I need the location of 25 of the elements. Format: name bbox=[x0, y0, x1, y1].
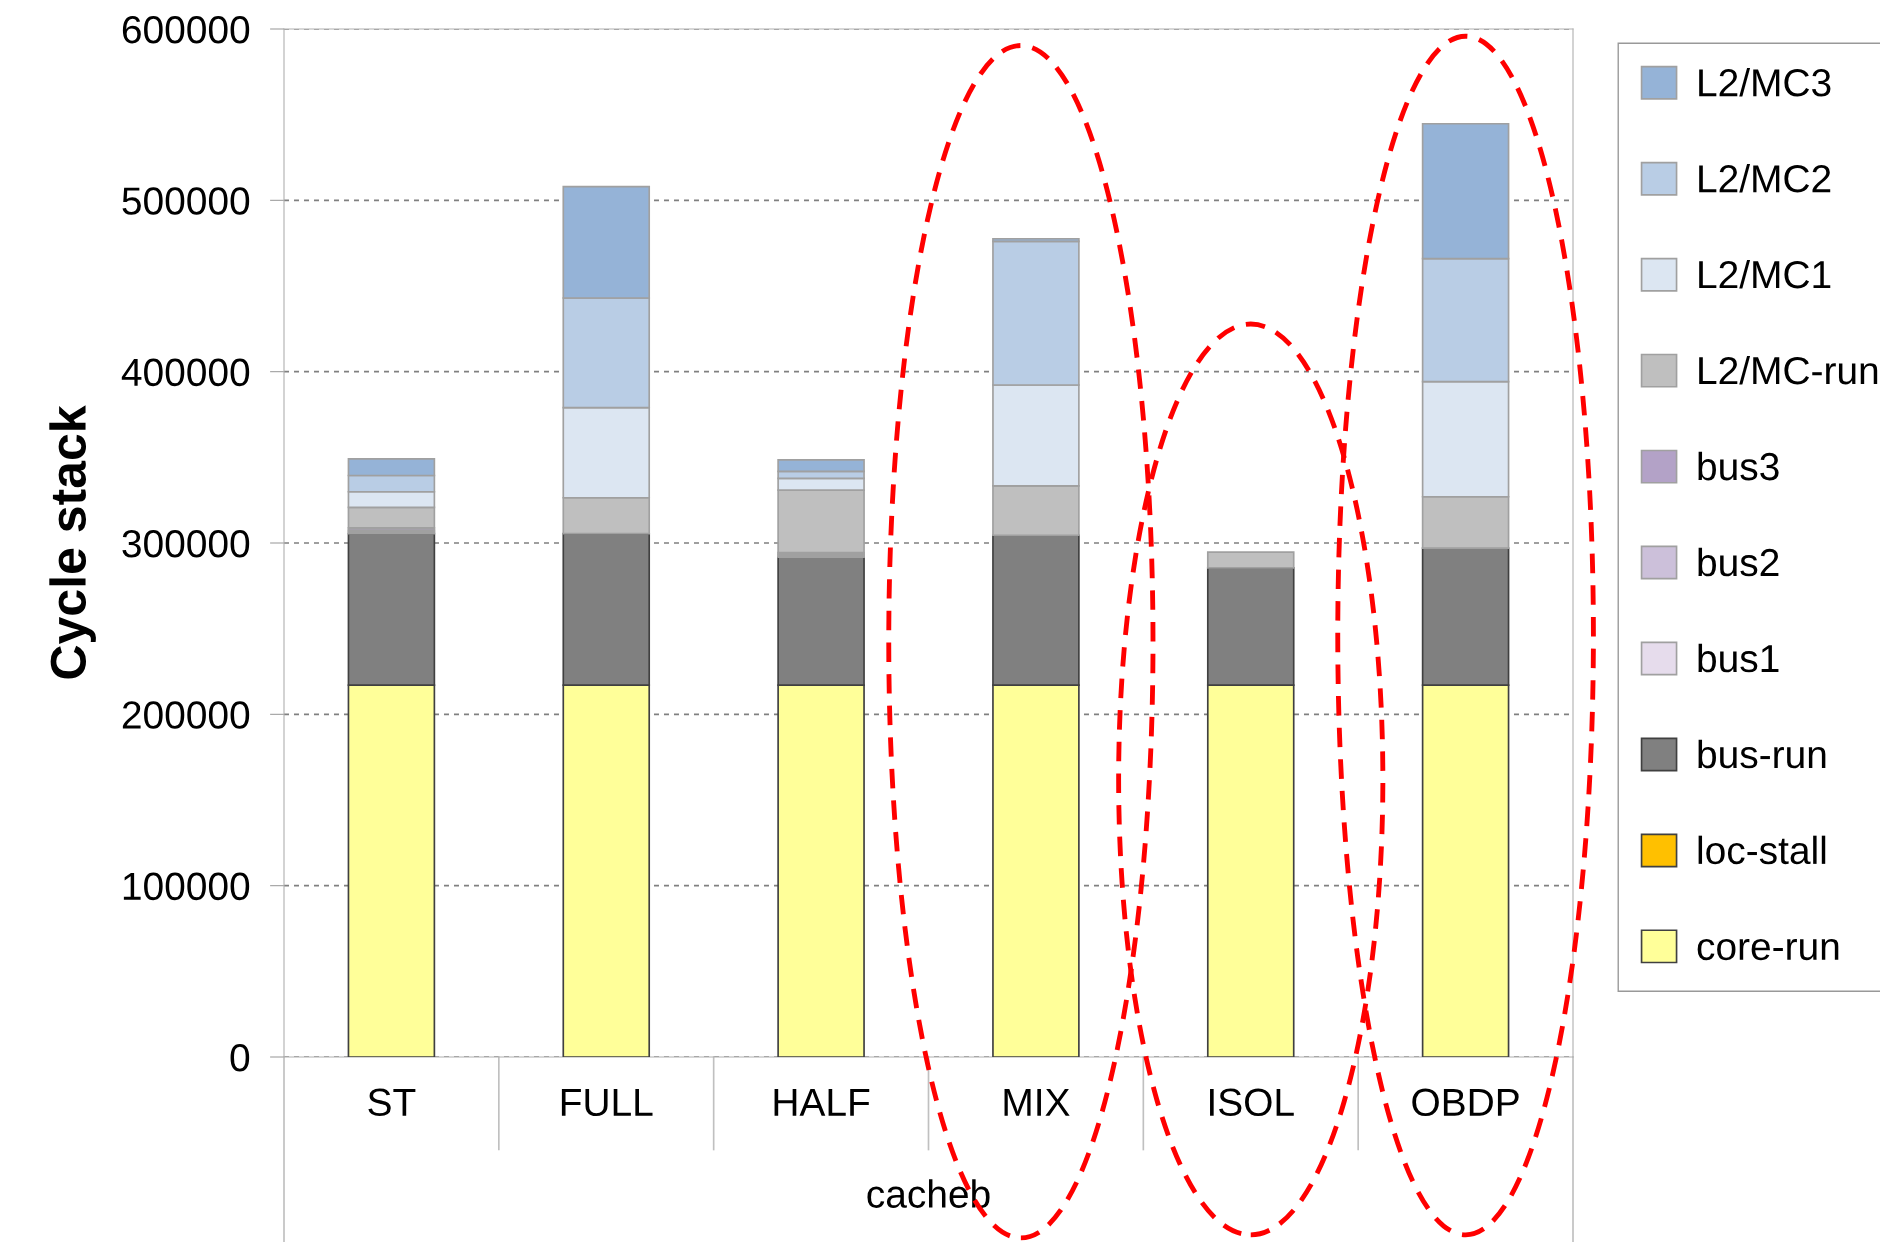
legend-label: L2/MC2 bbox=[1699, 163, 1831, 193]
x-tick-label: ISOL bbox=[1210, 1088, 1294, 1117]
legend-label: loc-stall bbox=[1698, 835, 1826, 865]
legend-label: core-run bbox=[1697, 938, 1839, 961]
y-tick-label: 400000 bbox=[121, 358, 250, 387]
legend-label: bus3 bbox=[1698, 451, 1779, 481]
y-axis-title: Cycle stack bbox=[49, 405, 96, 679]
legend-label: bus-run bbox=[1698, 739, 1826, 769]
x-tick-label: FULL bbox=[561, 1088, 653, 1117]
legend-label: L2/MC-run bbox=[1699, 355, 1878, 385]
y-tick-label: 500000 bbox=[122, 187, 250, 215]
y-tick-label: 600000 bbox=[122, 15, 250, 44]
legend-label: bus1 bbox=[1698, 643, 1779, 673]
y-tick-label: 300000 bbox=[122, 529, 250, 558]
x-tick-label: MIX bbox=[1004, 1088, 1070, 1116]
y-tick-label: 200000 bbox=[122, 701, 250, 729]
legend-label: L2/MC3 bbox=[1699, 68, 1831, 97]
legend-label: bus2 bbox=[1698, 547, 1779, 577]
legend-label: L2/MC1 bbox=[1699, 259, 1831, 289]
x-tick-label: ST bbox=[368, 1088, 416, 1117]
x-axis-title: cacheb bbox=[867, 1179, 990, 1208]
y-tick-label: 0 bbox=[230, 1043, 250, 1072]
x-tick-label: HALF bbox=[774, 1088, 870, 1116]
y-tick-label: 100000 bbox=[123, 872, 250, 901]
x-tick-label: OBDP bbox=[1412, 1088, 1519, 1117]
